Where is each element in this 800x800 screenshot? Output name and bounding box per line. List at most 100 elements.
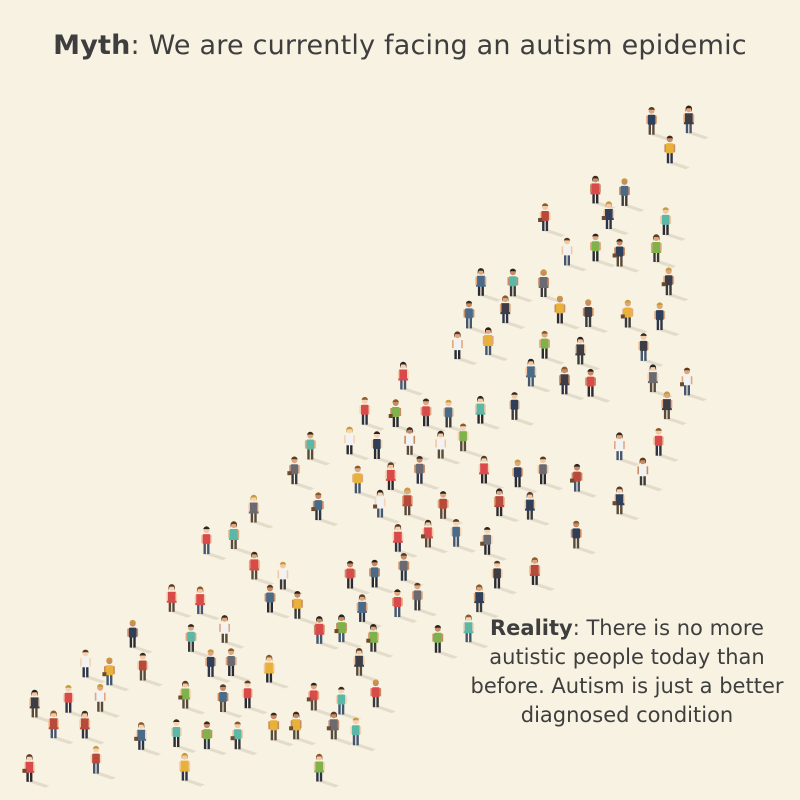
myth-label: Myth (53, 30, 131, 61)
person-figure (412, 582, 438, 617)
person-figure (421, 519, 448, 554)
person-figure (457, 423, 484, 458)
person-figure (102, 657, 130, 692)
person-figure (404, 427, 430, 461)
person-figure (653, 428, 679, 462)
person-figure (664, 135, 690, 170)
person-figure (574, 336, 601, 371)
person-figure (475, 268, 501, 302)
person-figure (277, 561, 303, 596)
person-figure (359, 397, 385, 431)
person-figure (614, 432, 640, 467)
person-figure (311, 492, 339, 527)
person-figure (225, 648, 252, 682)
person-figure (559, 366, 585, 401)
person-figure (661, 391, 687, 426)
person-figure (370, 679, 396, 714)
person-figure (304, 431, 331, 466)
person-figure (585, 368, 611, 403)
person-figure (166, 584, 192, 618)
person-figure (512, 459, 538, 494)
person-figure (478, 455, 504, 490)
person-figure (263, 654, 290, 689)
person-figure (392, 589, 418, 623)
reality-label: Reality (490, 616, 573, 640)
person-figure (248, 494, 274, 529)
person-figure (392, 524, 418, 558)
person-figure (80, 649, 106, 684)
reality-text: : There is no more autistic people today… (470, 616, 784, 727)
person-figure (287, 456, 315, 491)
person-figure (683, 105, 709, 140)
person-figure (507, 268, 533, 303)
person-figure (570, 463, 597, 498)
person-figure (473, 584, 500, 619)
person-figure (432, 625, 458, 659)
person-figure (371, 431, 397, 465)
person-figure (137, 652, 163, 687)
person-figure (350, 717, 376, 752)
person-figure (306, 682, 334, 717)
person-figure (127, 619, 153, 654)
person-figure (561, 237, 587, 272)
people-group (22, 105, 709, 788)
person-figure (194, 586, 221, 621)
person-figure (397, 361, 424, 396)
person-figure (179, 752, 205, 787)
person-figure (554, 295, 580, 330)
person-figure (420, 398, 446, 433)
person-figure (178, 680, 206, 715)
person-figure (289, 711, 317, 746)
person-figure (450, 519, 477, 553)
person-figure (601, 201, 629, 235)
myth-heading: Myth: We are currently facing an autism … (0, 30, 800, 61)
person-figure (366, 624, 394, 658)
person-figure (29, 689, 55, 724)
person-figure (388, 399, 416, 433)
person-figure (590, 233, 616, 268)
person-figure (493, 488, 520, 523)
person-figure (480, 527, 508, 561)
person-figure (344, 560, 371, 595)
person-figure (292, 591, 318, 625)
person-figure (524, 491, 550, 526)
person-figure (491, 560, 518, 595)
person-figure (482, 327, 509, 361)
person-figure (242, 680, 268, 715)
person-figure (463, 614, 489, 649)
person-figure (539, 330, 565, 365)
reality-text-block: Reality: There is no more autistic peopl… (458, 614, 796, 730)
person-figure (185, 624, 211, 658)
person-figure (437, 491, 464, 525)
person-figure (94, 684, 121, 718)
person-figure (356, 594, 383, 628)
person-figure (661, 267, 689, 302)
person-figure (353, 648, 380, 682)
myth-text: : We are currently facing an autism epid… (130, 30, 747, 61)
person-figure (201, 721, 227, 756)
person-figure (402, 487, 428, 522)
person-figure (230, 721, 258, 756)
person-figure (612, 238, 640, 273)
person-figure (385, 462, 411, 496)
person-figure (217, 684, 243, 718)
person-figure (134, 722, 162, 756)
person-figure (398, 553, 424, 587)
person-figure (650, 234, 677, 268)
person-figure (373, 489, 401, 524)
person-figure (335, 686, 362, 721)
person-figure (435, 430, 461, 465)
person-figure (537, 456, 563, 491)
person-figure (452, 331, 478, 366)
person-figure (352, 465, 378, 500)
person-figure (90, 745, 116, 780)
person-figure (201, 526, 227, 561)
person-figure (538, 203, 566, 237)
person-figure (619, 178, 645, 212)
person-figure (171, 719, 197, 753)
person-figure (525, 358, 551, 393)
person-figure (475, 395, 501, 430)
person-figure (646, 107, 672, 141)
person-figure (248, 551, 275, 586)
